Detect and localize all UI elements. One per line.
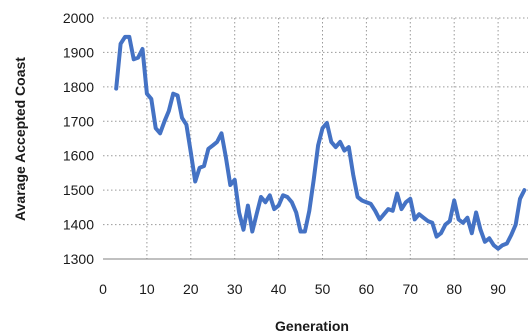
x-tick-label: 70	[403, 281, 419, 297]
series-line	[114, 34, 527, 251]
y-tick-label: 1600	[63, 148, 94, 164]
y-tick-label: 2000	[63, 10, 94, 26]
y-tick-label: 1300	[63, 251, 94, 267]
y-axis-title: Avarage Accepted Coast	[12, 57, 28, 221]
y-tick-label: 1500	[63, 182, 94, 198]
x-tick-label: 80	[446, 281, 462, 297]
x-tick-label: 20	[183, 281, 199, 297]
x-tick-label: 30	[227, 281, 243, 297]
x-tick-label: 40	[271, 281, 287, 297]
y-tick-label: 1400	[63, 217, 94, 233]
x-tick-label: 0	[99, 281, 107, 297]
y-tick-label: 1800	[63, 79, 94, 95]
x-tick-labels: 0 10 20 30 40 50 60 70 80 90	[99, 281, 506, 297]
x-tick-label: 90	[490, 281, 506, 297]
x-tick-label: 50	[315, 281, 331, 297]
y-tick-label: 1700	[63, 113, 94, 129]
y-tick-label: 1900	[63, 44, 94, 60]
x-tick-label: 10	[139, 281, 155, 297]
series-layer	[114, 34, 527, 251]
x-axis-title: Generation	[275, 318, 349, 334]
x-tick-label: 60	[359, 281, 375, 297]
y-tick-labels: 1300 1400 1500 1600 1700 1800 1900 2000	[63, 10, 94, 267]
